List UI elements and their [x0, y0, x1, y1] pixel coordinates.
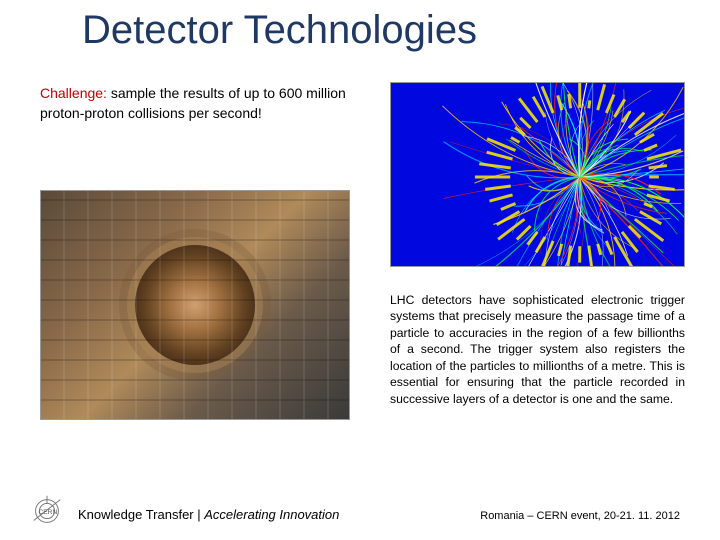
slide-title: Detector Technologies: [82, 8, 477, 53]
footer-right: Romania – CERN event, 20-21. 11. 2012: [480, 510, 680, 522]
footer-left-italic: Accelerating Innovation: [204, 507, 339, 522]
footer-left: Knowledge Transfer | Accelerating Innova…: [78, 507, 339, 522]
footer-left-plain: Knowledge Transfer |: [78, 507, 204, 522]
body-paragraph: LHC detectors have sophisticated electro…: [390, 292, 685, 407]
cern-logo: CERN: [28, 492, 66, 530]
challenge-label: Challenge:: [40, 85, 107, 101]
challenge-text: Challenge: sample the results of up to 6…: [40, 84, 360, 123]
detector-photo: [40, 190, 350, 420]
slide: Detector Technologies Challenge: sample …: [0, 0, 720, 540]
cern-logo-text: CERN: [38, 509, 57, 516]
event-display-image: [390, 82, 685, 267]
